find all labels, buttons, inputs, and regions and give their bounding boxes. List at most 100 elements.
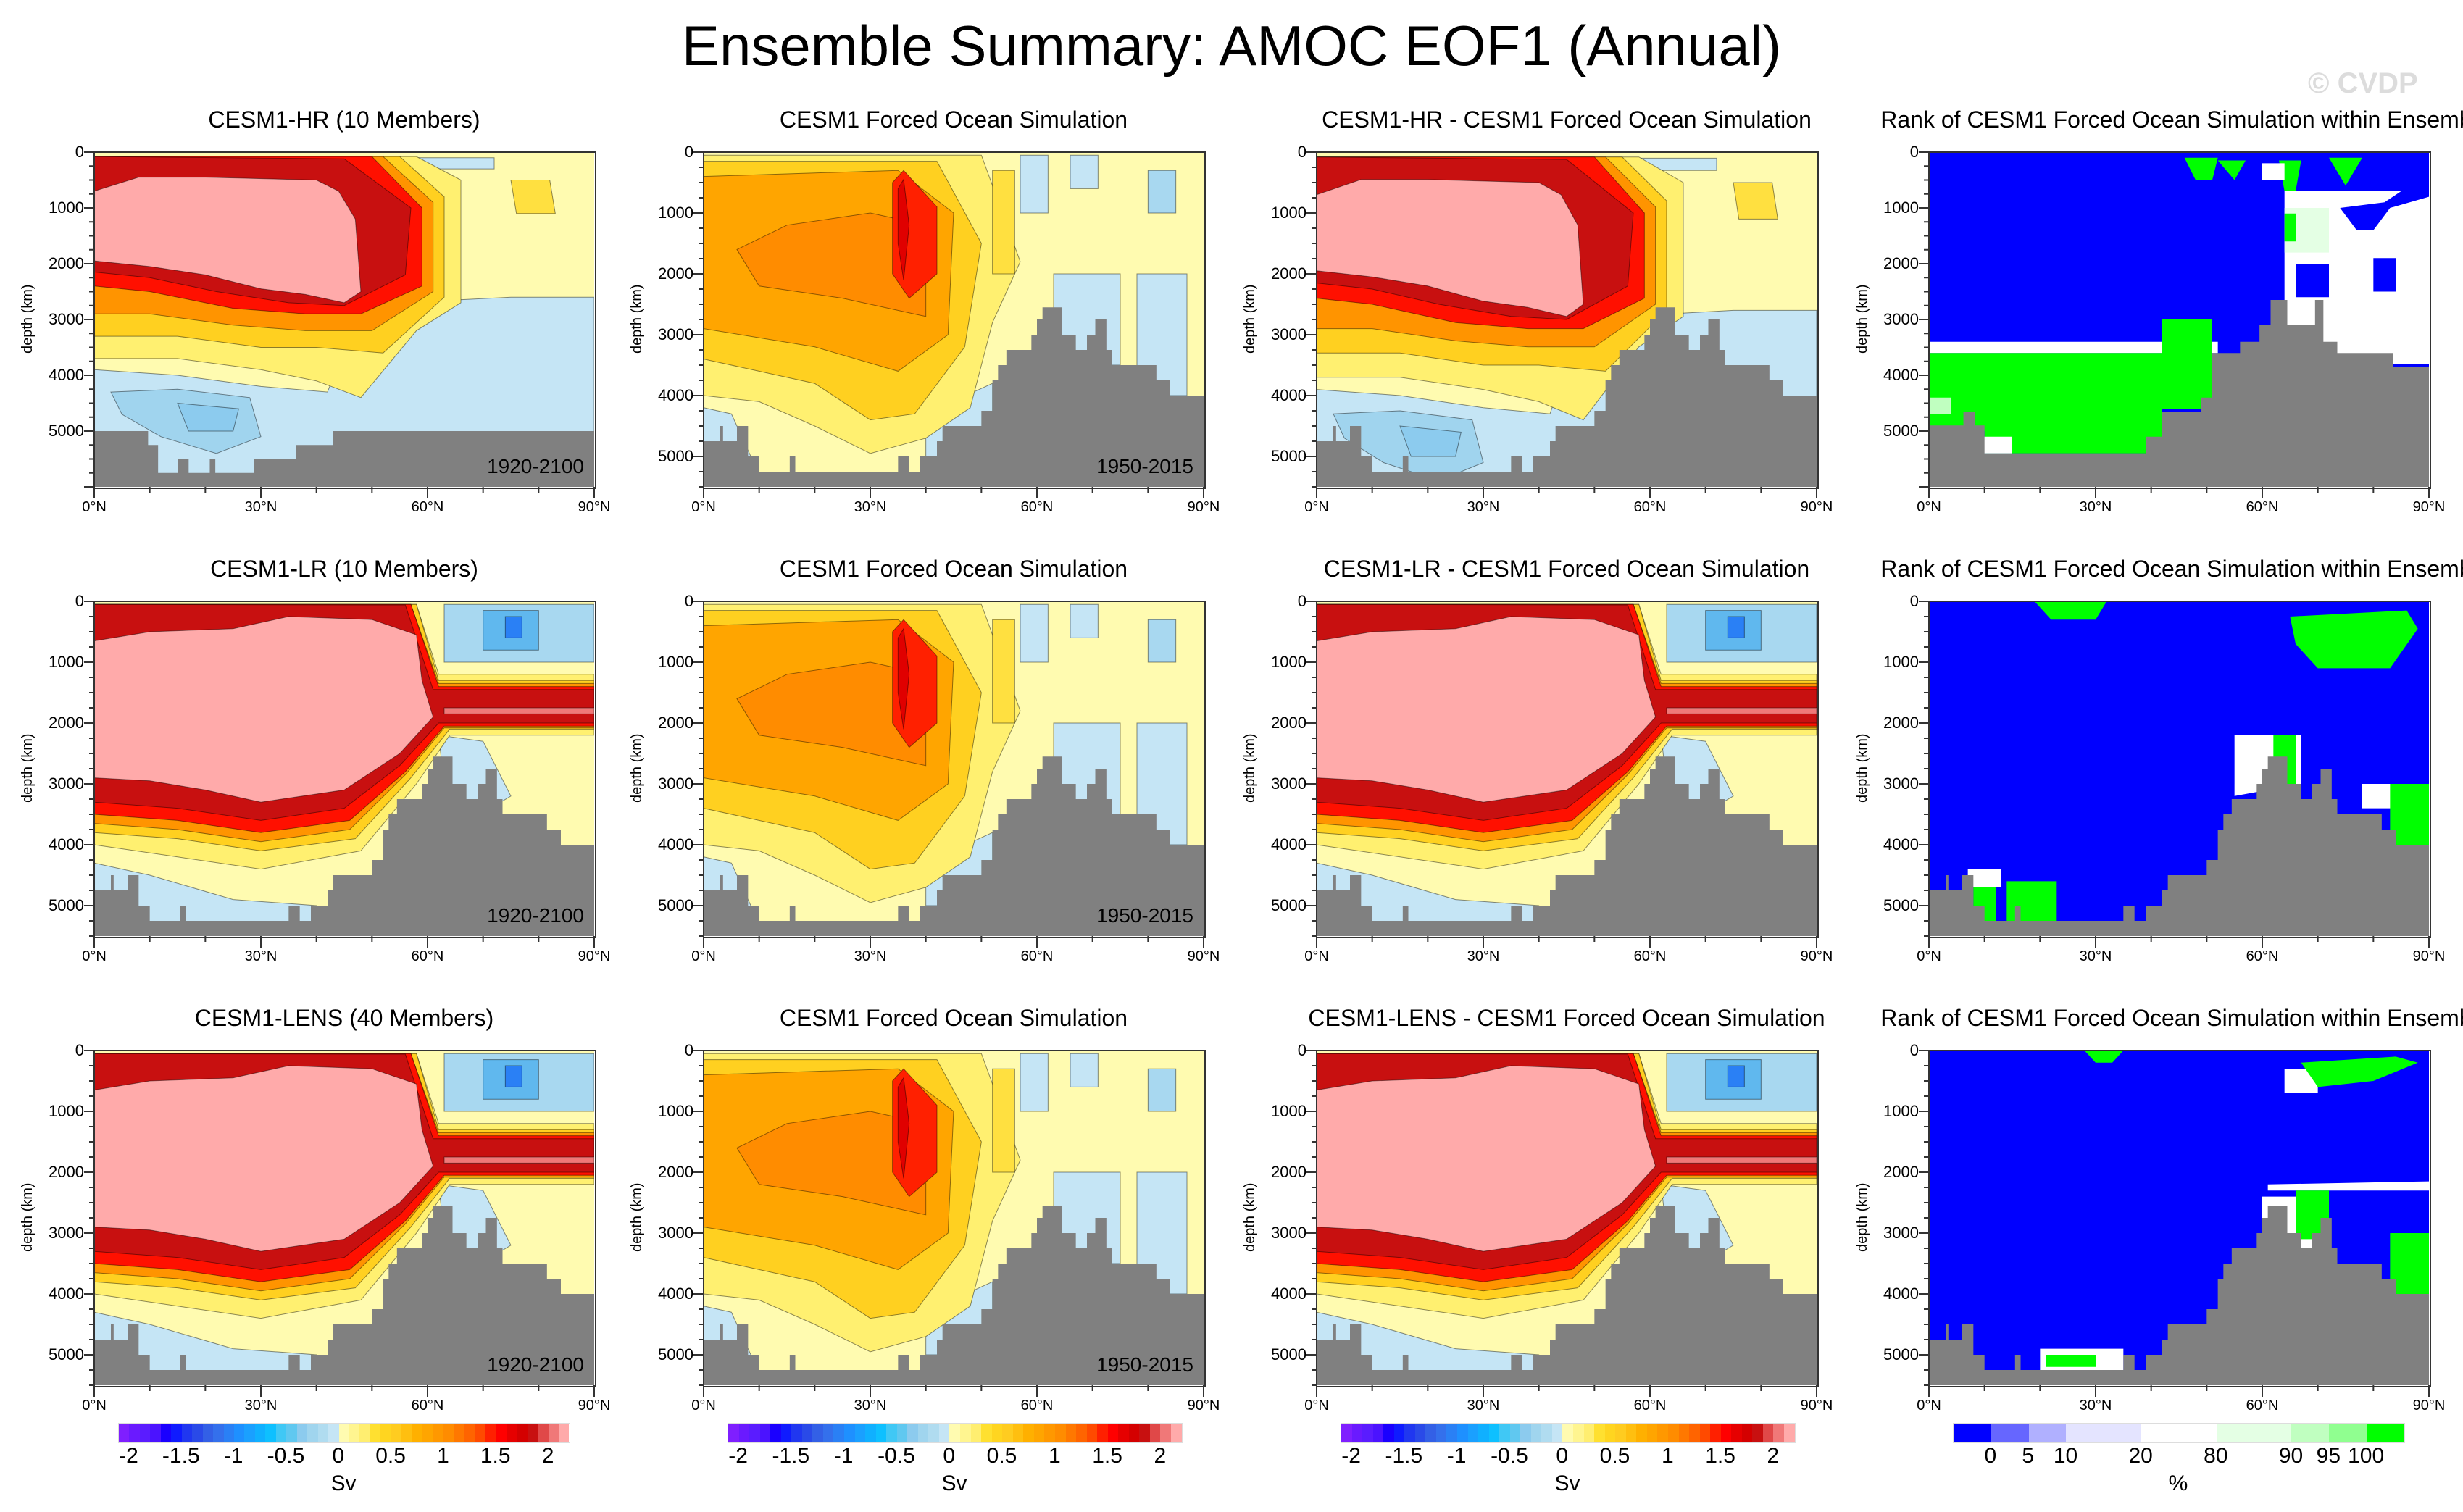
colorbar-box [286,1424,297,1442]
colorbar-box [1086,1424,1098,1442]
colorbar-box [1478,1424,1489,1442]
colorbar-box [2141,1424,2217,1442]
colorbar-box [370,1424,381,1442]
x-tick-label: 30°N [2079,948,2112,964]
y-tick-label: 5000 [49,422,84,440]
colorbar-box [1594,1424,1605,1442]
y-axis-label: depth (km) [1242,733,1258,803]
field-region [2084,1051,2124,1063]
x-tick-label: 60°N [411,1398,444,1413]
colorbar-box [119,1424,130,1442]
colorbar-box [1351,1424,1363,1442]
colorbar-unit: Sv [941,1471,967,1495]
colorbar-box [1488,1424,1500,1442]
colorbar-label: -2 [728,1444,748,1468]
x-tick-label: 0°N [1917,1398,1941,1413]
field-region [2390,784,2429,851]
colorbar-box [1372,1424,1384,1442]
colorbar-box [1128,1424,1140,1442]
bathymetry-land [1929,1206,2429,1385]
colorbar-box [749,1424,760,1442]
contour-plot: 1920-2100 [94,1051,594,1385]
colorbar-box [1720,1424,1732,1442]
colorbar-label: 20 [2128,1444,2153,1468]
colorbar-box [1710,1424,1721,1442]
field-region [1317,180,1583,317]
colorbar-box [1731,1424,1742,1442]
y-tick-label: 5000 [1271,896,1306,914]
y-tick-label: 0 [1909,592,1919,610]
colorbar-box [1773,1424,1784,1442]
colorbar-box [275,1424,287,1442]
colorbar-box [949,1424,961,1442]
colorbar-box [991,1424,1003,1442]
x-tick-label: 90°N [578,499,611,515]
y-tick-label: 3000 [1271,325,1306,343]
colorbar-box [886,1424,897,1442]
y-axis-label: depth (km) [20,733,36,803]
y-tick-label: 2000 [1271,264,1306,283]
colorbar-box [475,1424,485,1442]
panel-2-4: Rank of CESM1 Forced Ocean Simulation wi… [1854,556,2463,964]
panel-3-1: CESM1-LENS (40 Members) 1920-2100 0 1000 200… [20,1005,610,1413]
y-tick-label: 1000 [1271,653,1306,671]
colorbar-box [548,1424,559,1442]
panel-title: CESM1 Forced Ocean Simulation [779,106,1128,133]
colorbar-box [1404,1424,1415,1442]
colorbar-box [1530,1424,1542,1442]
x-tick-label: 60°N [1633,499,1667,515]
x-tick-label: 0°N [82,499,107,515]
field-region [2390,1233,2429,1294]
field-region [898,629,909,730]
colorbar-label: 0 [1556,1444,1569,1468]
colorbar-box [454,1424,464,1442]
colorbar-label: -1 [223,1444,243,1468]
y-tick-label: 0 [75,592,84,610]
colorbar-label: 0.5 [375,1444,406,1468]
field-region [2290,610,2418,669]
y-axis-label: depth (km) [20,1182,36,1252]
field-svg [94,601,594,936]
field-region [1020,604,1048,662]
field-region [1020,155,1048,213]
y-tick-label: 3000 [1271,1224,1306,1242]
y-tick-label: 0 [684,143,693,161]
colorbar-box [1467,1424,1479,1442]
colorbar-box [2329,1424,2367,1442]
y-tick-label: 4000 [49,366,84,384]
x-tick-label: 0°N [691,948,716,964]
y-tick-label: 0 [1297,592,1306,610]
panel-title: Rank of CESM1 Forced Ocean Simulation wi… [1880,106,2463,133]
colorbar-box [349,1424,360,1442]
colorbar-label: 1.5 [1705,1444,1735,1468]
y-tick-label: 1000 [49,199,84,217]
x-tick-label: 60°N [1020,1398,1054,1413]
colorbar-unit: Sv [330,1471,357,1495]
y-tick-label: 5000 [49,896,84,914]
contour-plot [1929,601,2429,936]
colorbar-box [1762,1424,1774,1442]
y-axis-label: depth (km) [1854,1182,1870,1252]
colorbar-box [759,1424,771,1442]
field-region [898,1078,909,1179]
x-tick-label: 90°N [1800,1398,1833,1413]
y-axis-label: depth (km) [1242,284,1258,354]
colorbar-box [1457,1424,1468,1442]
colorbar-box [1991,1424,2029,1442]
panel-2-1: CESM1-LR (10 Members) 1920-2100 0 1000 2000 3… [20,556,610,964]
y-axis-label: depth (km) [629,1182,645,1252]
y-tick-label: 0 [75,1041,84,1059]
panel-1-2: CESM1 Forced Ocean Simulation 1950-2015 0 1… [629,106,1220,515]
field-region [1728,1066,1744,1087]
period-label: 1950-2015 [1096,904,1193,927]
x-tick-label: 90°N [1187,1398,1220,1413]
y-tick-label: 2000 [1883,1163,1919,1181]
field-region [2279,160,2301,191]
y-tick-label: 5000 [1271,447,1306,465]
field-svg [704,1051,1204,1385]
field-region [2284,213,2296,242]
x-tick-label: 30°N [854,948,887,964]
y-axis-label: depth (km) [1242,1182,1258,1252]
period-label: 1950-2015 [1096,455,1193,477]
colorbar-label: -2 [119,1444,138,1468]
